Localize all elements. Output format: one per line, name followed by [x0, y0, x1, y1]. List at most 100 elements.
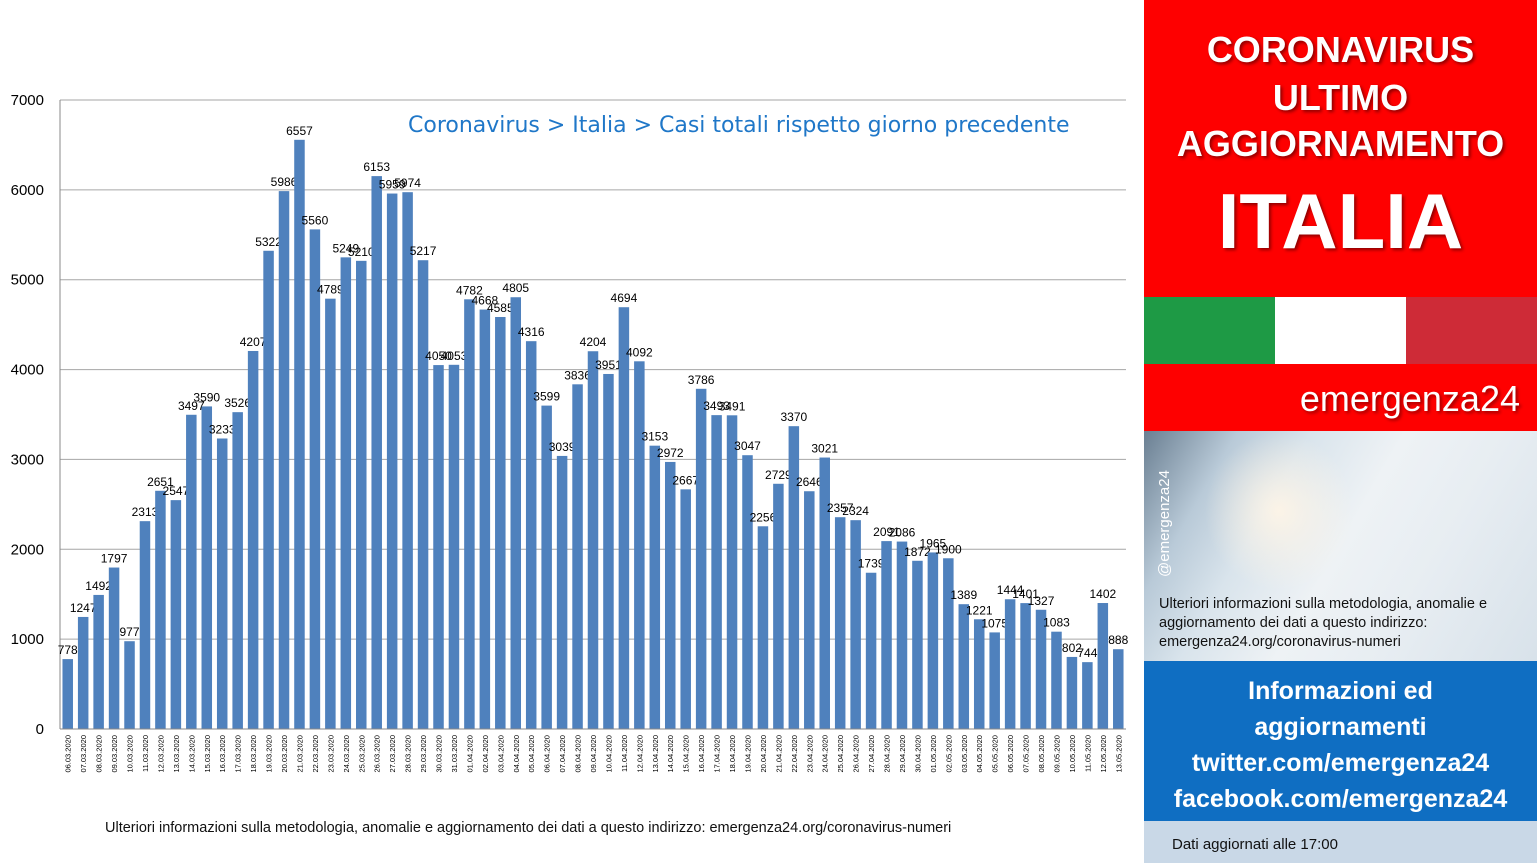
x-tick-label: 30.03.2020	[435, 735, 444, 773]
data-label: 3039	[549, 440, 576, 454]
bar	[1035, 609, 1047, 729]
info-line-1: Informazioni ed	[1248, 677, 1433, 705]
bar	[247, 350, 259, 729]
bar	[973, 619, 985, 729]
x-tick-label: 15.04.2020	[682, 735, 691, 773]
x-tick-label: 01.04.2020	[465, 735, 474, 773]
bar	[525, 341, 537, 729]
data-label: 1327	[1028, 594, 1055, 608]
data-label: 3493	[703, 399, 730, 413]
data-label: 3153	[641, 430, 668, 444]
headline-box: CORONAVIRUS ULTIMO AGGIORNAMENTO ITALIA	[1144, 0, 1537, 297]
data-label: 5959	[379, 178, 406, 192]
data-label: 4092	[626, 345, 653, 359]
x-tick-label: 28.03.2020	[404, 735, 413, 773]
data-label: 2357	[827, 501, 854, 515]
bar	[865, 572, 877, 729]
x-tick-label: 06.03.2020	[64, 735, 73, 773]
x-tick-label: 01.05.2020	[929, 735, 938, 773]
flag-green-stripe	[1144, 297, 1275, 364]
data-label: 1444	[997, 583, 1024, 597]
bar	[711, 415, 722, 729]
data-label: 4207	[240, 335, 267, 349]
y-tick-label: 7000	[11, 92, 44, 109]
bar	[726, 415, 738, 729]
x-tick-label: 21.03.2020	[295, 735, 304, 773]
data-label: 2313	[132, 505, 159, 519]
flag-red-stripe	[1406, 297, 1537, 364]
x-tick-label: 09.03.2020	[110, 735, 119, 773]
bar	[757, 526, 769, 729]
x-tick-label: 05.04.2020	[527, 735, 536, 773]
data-label: 2324	[842, 504, 869, 518]
data-label: 802	[1062, 641, 1082, 655]
data-label: 1492	[85, 579, 112, 593]
bar	[510, 297, 522, 729]
data-label: 6557	[286, 124, 313, 138]
info-box: Informazioni ed aggiornamenti twitter.co…	[1144, 661, 1537, 821]
photo-glow	[1204, 431, 1354, 591]
x-tick-label: 16.03.2020	[218, 735, 227, 773]
data-label: 3233	[209, 422, 236, 436]
x-tick-label: 06.04.2020	[543, 735, 552, 773]
bar	[958, 604, 970, 729]
bar	[788, 426, 800, 729]
bar	[618, 307, 630, 729]
sidebar-panel: CORONAVIRUS ULTIMO AGGIORNAMENTO ITALIA …	[1144, 0, 1537, 863]
x-tick-label: 30.04.2020	[913, 735, 922, 773]
data-label: 1965	[920, 536, 947, 550]
x-tick-label: 10.04.2020	[604, 735, 613, 773]
bar	[1113, 649, 1124, 729]
x-tick-label: 04.05.2020	[975, 735, 984, 773]
y-tick-label: 6000	[11, 182, 44, 199]
y-tick-label: 3000	[11, 451, 44, 468]
x-tick-label: 18.03.2020	[249, 735, 258, 773]
bar	[587, 351, 599, 729]
data-label: 2086	[889, 526, 916, 540]
twitter-link[interactable]: twitter.com/emergenza24	[1191, 749, 1490, 777]
methodology-note: Ulteriori informazioni sulla metodologia…	[105, 820, 952, 836]
data-label: 5560	[302, 213, 329, 227]
bar	[93, 594, 104, 729]
x-tick-label: 09.04.2020	[589, 735, 598, 773]
data-label: 1389	[950, 588, 977, 602]
x-tick-label: 28.04.2020	[883, 735, 892, 773]
x-tick-label: 08.03.2020	[95, 735, 104, 773]
bar	[1066, 656, 1078, 729]
bar	[1097, 603, 1109, 729]
headline-aggiornamento: AGGIORNAMENTO	[1176, 123, 1505, 164]
chart-area: 0 1000 2000 3000 4000 5000 6000 7000 778 06.03.20…	[10, 92, 1129, 836]
data-label: 4694	[611, 291, 638, 305]
data-label: 1872	[904, 545, 931, 559]
bar	[664, 461, 676, 729]
x-tick-label: 22.04.2020	[790, 735, 799, 773]
bar	[386, 193, 398, 730]
x-tick-label: 11.04.2020	[620, 735, 629, 772]
facebook-link[interactable]: facebook.com/emergenza24	[1173, 785, 1508, 813]
x-tick-label: 14.03.2020	[187, 735, 196, 773]
x-tick-label: 10.05.2020	[1068, 735, 1077, 773]
bar	[371, 176, 382, 729]
x-tick-label: 23.03.2020	[326, 735, 335, 773]
x-tick-label: 29.03.2020	[419, 735, 428, 773]
data-label: 3047	[734, 439, 761, 453]
x-tick-label: 25.03.2020	[357, 735, 366, 773]
x-tick-label: 19.03.2020	[265, 735, 274, 773]
bar	[124, 641, 135, 729]
bar	[294, 139, 305, 730]
x-tick-label: 12.03.2020	[156, 735, 165, 773]
bar	[912, 560, 923, 729]
data-label: 1083	[1043, 616, 1070, 630]
bar	[216, 438, 228, 729]
headline-coronavirus: CORONAVIRUS	[1206, 29, 1475, 70]
data-label: 1402	[1089, 587, 1116, 601]
chart-title: Coronavirus > Italia > Casi totali rispe…	[408, 113, 1070, 138]
x-tick-label: 10.03.2020	[126, 735, 135, 773]
data-label: 3497	[178, 399, 205, 413]
x-tick-label: 20.03.2020	[280, 735, 289, 773]
x-tick-label: 03.04.2020	[496, 735, 505, 773]
x-tick-label: 20.04.2020	[759, 735, 768, 773]
data-label: 3786	[688, 373, 715, 387]
data-label: 3491	[719, 399, 746, 413]
x-tick-label: 12.05.2020	[1099, 735, 1108, 773]
